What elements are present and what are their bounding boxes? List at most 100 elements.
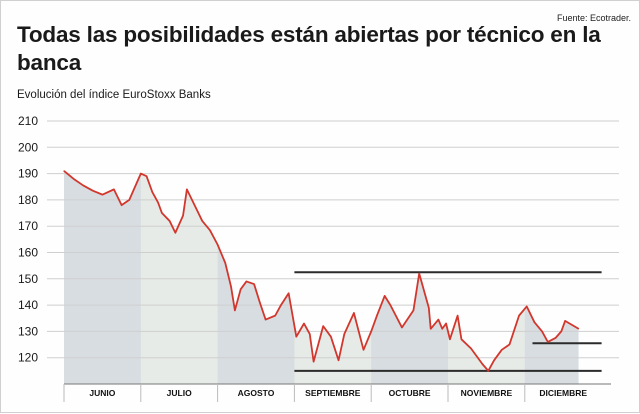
data-point [457, 315, 459, 317]
area-band-julio [140, 170, 219, 384]
data-point [73, 178, 75, 180]
area-band-junio [64, 170, 142, 384]
data-point [145, 175, 148, 177]
y-tick-label: 210 [18, 114, 38, 128]
y-axis: 120 130 140 150 160 170 180 190 200 210 [18, 114, 38, 365]
data-point [564, 320, 566, 322]
data-point [230, 286, 232, 288]
data-point [217, 244, 219, 246]
data-point [541, 330, 543, 332]
data-point [362, 349, 365, 351]
data-point [441, 328, 443, 330]
x-tick-label: AGOSTO [238, 388, 275, 398]
data-point [449, 338, 451, 340]
data-point [92, 190, 94, 192]
data-point [501, 349, 503, 351]
data-point [481, 363, 484, 365]
data-point [508, 343, 511, 346]
data-point [487, 370, 489, 372]
data-point [209, 229, 211, 231]
data-point [518, 315, 520, 317]
series-layer [63, 170, 580, 372]
x-axis: JUNIO JULIO AGOSTO SEPTIEMBRE OCTUBRE NOVIEMB… [63, 383, 611, 402]
data-point [169, 220, 171, 222]
data-point [157, 201, 159, 204]
data-point [401, 326, 403, 329]
data-point [63, 170, 65, 172]
y-tick-label: 160 [18, 246, 38, 260]
y-tick-label: 130 [18, 324, 38, 338]
data-point [280, 304, 282, 306]
data-point [224, 262, 226, 264]
x-tick-label: OCTUBRE [389, 388, 431, 398]
y-tick-label: 120 [18, 351, 38, 365]
data-point [384, 295, 386, 297]
data-point [151, 191, 153, 193]
data-point [313, 361, 315, 363]
chart-title: Todas las posibilidades están abiertas p… [17, 22, 601, 75]
data-point [337, 359, 340, 361]
data-point [577, 328, 580, 330]
area-band-noviembre [448, 170, 526, 384]
data-point [560, 330, 562, 332]
data-point [389, 304, 391, 306]
data-point [259, 301, 261, 304]
area-band-octubre [371, 170, 449, 384]
data-point [493, 359, 495, 361]
data-point [460, 338, 463, 340]
data-point [418, 272, 420, 275]
data-point [309, 333, 311, 335]
source-note: Fuente: Ecotrader. [556, 13, 631, 23]
x-tick-label: DICIEMBRE [539, 388, 587, 398]
chart-subtitle: Evolución del índice EuroStoxx Banks [17, 89, 211, 101]
data-point [186, 188, 188, 190]
data-point [343, 333, 345, 335]
data-point [303, 322, 305, 325]
data-point [101, 194, 103, 196]
data-point [412, 309, 415, 311]
data-point [370, 330, 372, 332]
data-point [445, 322, 447, 325]
data-point [470, 347, 472, 350]
y-tick-label: 140 [18, 298, 38, 312]
data-point [174, 232, 176, 234]
data-point [245, 280, 247, 283]
data-point [330, 336, 332, 338]
series-line [63, 170, 580, 372]
data-point [428, 307, 430, 309]
data-point [295, 336, 297, 338]
data-point [322, 325, 324, 327]
level-lines [294, 271, 602, 372]
x-tick-label: NOVIEMBRE [461, 388, 513, 398]
x-tick-label: JULIO [167, 388, 192, 398]
data-point [128, 199, 130, 201]
y-tick-label: 200 [18, 140, 38, 154]
area-band-agosto [217, 170, 295, 384]
data-point [288, 292, 290, 294]
data-point [140, 173, 142, 175]
data-point [253, 283, 255, 285]
y-tick-label: 190 [18, 167, 38, 181]
data-point [82, 184, 84, 187]
x-tick-label: SEPTIEMBRE [305, 388, 361, 398]
gridlines [47, 120, 619, 359]
data-point [430, 328, 432, 330]
data-point [547, 341, 549, 343]
data-point [193, 204, 196, 206]
data-point [353, 312, 355, 314]
data-point [437, 318, 439, 321]
data-point [274, 315, 276, 317]
x-tick-label: JUNIO [89, 388, 115, 398]
data-point [526, 305, 528, 308]
data-point [240, 288, 242, 290]
y-tick-label: 170 [18, 219, 38, 233]
y-tick-label: 150 [18, 272, 38, 286]
data-point [533, 321, 536, 323]
data-point [265, 318, 267, 321]
data-point [182, 215, 184, 217]
data-point [554, 337, 557, 339]
data-point [161, 212, 163, 214]
data-point [201, 220, 203, 222]
